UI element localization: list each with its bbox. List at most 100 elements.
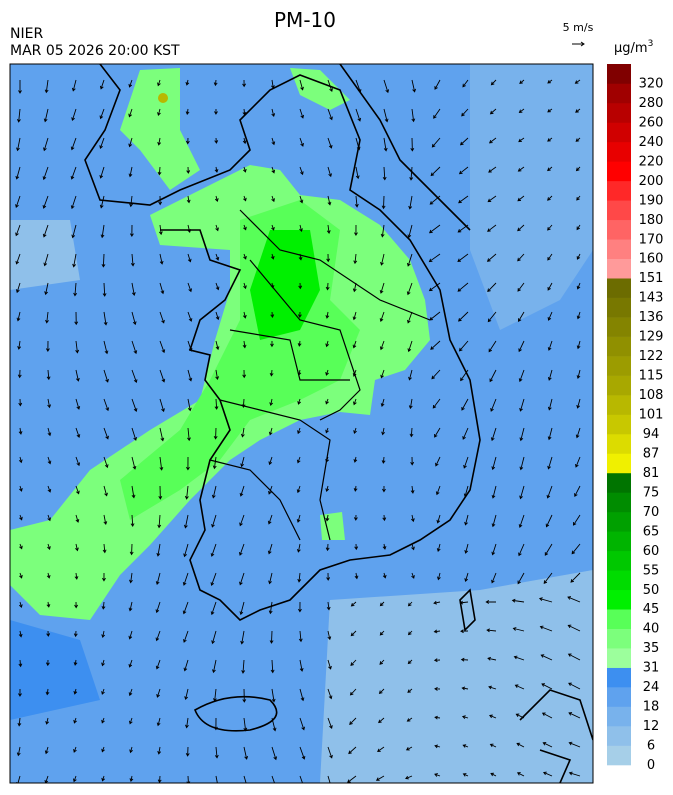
wind-arrow <box>45 717 50 725</box>
wind-arrow <box>379 601 385 607</box>
wind-arrow <box>99 137 105 150</box>
wind-arrow <box>352 369 357 377</box>
wind-arrow <box>463 485 469 498</box>
wind-arrow <box>239 601 245 616</box>
wind-arrow <box>518 514 525 528</box>
wind-arrow <box>131 427 137 441</box>
wind-arrow <box>242 340 247 349</box>
wind-arrow <box>407 659 413 665</box>
wind-arrow <box>327 775 331 783</box>
wind-arrow <box>298 601 302 613</box>
wind-arrow <box>18 80 22 94</box>
wind-arrow <box>408 369 413 381</box>
wind-arrow <box>379 659 385 665</box>
wind-arrow <box>518 340 525 353</box>
wind-arrow <box>131 340 138 355</box>
wind-arrow <box>574 485 581 497</box>
wind-arrow <box>185 717 189 729</box>
wind-arrow <box>519 398 525 412</box>
wind-arrow <box>130 514 135 528</box>
wind-arrow <box>570 572 581 583</box>
wind-arrow <box>159 369 166 383</box>
wind-arrow <box>352 282 357 293</box>
wind-arrow <box>75 543 79 552</box>
wind-arrow <box>214 195 219 203</box>
wind-arrow <box>430 340 441 350</box>
wind-arrow <box>327 630 332 641</box>
wind-arrow <box>182 572 189 586</box>
wind-arrow <box>19 543 23 550</box>
colorbar-label: 190 <box>639 193 664 208</box>
wind-arrow <box>99 108 105 120</box>
wind-arrow <box>354 224 358 237</box>
wind-arrow <box>43 108 49 123</box>
green-north <box>120 68 200 190</box>
wind-arrow <box>383 79 390 94</box>
wind-arrow <box>213 427 218 440</box>
wind-arrow <box>186 195 191 204</box>
wind-arrow <box>75 456 81 467</box>
wind-arrow <box>213 79 218 87</box>
wind-arrow <box>159 427 165 442</box>
wind-arrow <box>382 514 387 522</box>
wind-arrow <box>574 79 581 84</box>
wind-arrow <box>185 137 190 145</box>
green-peak <box>250 230 320 340</box>
wind-arrow <box>268 572 273 585</box>
wind-arrow <box>18 601 23 609</box>
wind-arrow <box>377 746 385 753</box>
wind-arrow <box>487 224 497 232</box>
wind-arrow <box>382 166 387 181</box>
colorbar-label: 81 <box>643 466 660 481</box>
wind-arrow <box>325 340 330 348</box>
wind-arrow <box>511 598 525 603</box>
wind-arrow <box>567 596 581 603</box>
wind-arrow <box>215 224 219 232</box>
wind-arrow <box>428 253 441 263</box>
wind-arrow <box>568 741 581 748</box>
wind-arrow <box>567 653 581 661</box>
wind-arrow <box>241 659 246 674</box>
wind-arrow <box>102 543 107 554</box>
wind-arrow <box>297 340 302 347</box>
wind-arrow <box>547 369 553 381</box>
wind-arrow <box>128 630 133 640</box>
wind-scale-arrow <box>572 41 585 47</box>
wind-arrow <box>576 224 581 231</box>
wind-arrow <box>488 685 497 690</box>
map-frame <box>9 63 594 784</box>
wind-arrow <box>239 514 245 527</box>
wind-arrow <box>215 369 220 381</box>
wind-arrow <box>431 369 441 380</box>
wind-arrow <box>72 775 77 783</box>
wind-arrow <box>487 282 497 293</box>
colorbar-segment <box>607 141 631 162</box>
wind-arrow <box>355 79 362 93</box>
colorbar-segment <box>607 531 631 552</box>
wind-arrow <box>271 108 276 118</box>
wind-arrow <box>407 224 413 239</box>
wind-arrow <box>182 601 189 615</box>
wind-arrow <box>184 688 189 701</box>
wind-arrow <box>519 456 525 471</box>
wind-arrow <box>128 137 133 148</box>
wind-arrow <box>131 456 137 470</box>
wind-arrow <box>73 630 78 638</box>
wind-arrow <box>434 744 441 749</box>
wind-arrow <box>211 485 217 499</box>
wind-arrow <box>405 775 413 780</box>
wind-arrow <box>239 485 245 497</box>
colorbar-segment <box>607 726 631 746</box>
wind-arrow <box>546 485 553 499</box>
unit-exponent: 3 <box>648 39 654 49</box>
wind-arrow <box>131 282 136 296</box>
wind-arrow <box>460 657 469 662</box>
wind-arrow <box>380 369 385 379</box>
wind-arrow <box>70 137 77 151</box>
wind-arrow <box>326 601 331 611</box>
wind-arrow <box>45 311 49 324</box>
wind-arrow <box>186 166 191 174</box>
wind-arrow <box>576 195 581 201</box>
wind-arrow <box>101 717 105 724</box>
wind-arrow <box>271 746 278 761</box>
